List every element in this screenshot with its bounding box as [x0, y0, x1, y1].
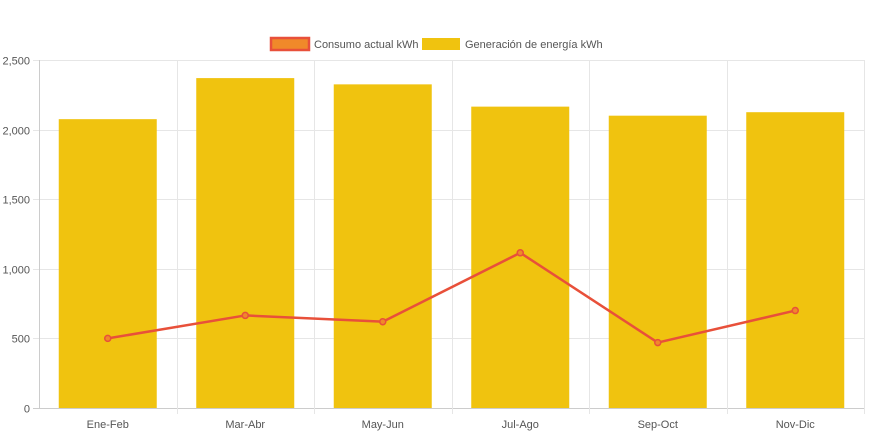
y-tick-label: 500	[12, 334, 30, 346]
line-point-nov-dic	[791, 306, 799, 315]
bar-jul-ago	[471, 106, 570, 408]
line-point-ene-feb	[104, 334, 112, 343]
y-tick-label: 2,000	[2, 126, 30, 138]
consumo-line	[107, 251, 796, 344]
legend: Consumo actual kWh Generación de energía …	[269, 36, 603, 52]
line-series	[104, 249, 799, 347]
x-tick-label: Mar-Abr	[225, 419, 265, 431]
bar-nov-dic	[746, 112, 845, 408]
x-tick-label: Sep-Oct	[638, 419, 678, 431]
legend-label-generacion: Generación de energía kWh	[465, 39, 603, 51]
y-tick-label: 0	[24, 404, 30, 416]
legend-swatch-consumo	[269, 36, 311, 52]
bar-mar-abr	[196, 78, 295, 408]
line-point-jul-ago	[516, 249, 524, 257]
legend-label-consumo: Consumo actual kWh	[314, 39, 419, 51]
x-tick-label: Ene-Feb	[87, 419, 129, 431]
bar-series	[58, 78, 845, 409]
y-tick-label: 2,500	[2, 56, 30, 68]
y-tick-label: 1,500	[2, 195, 30, 207]
line-point-mar-abr	[241, 311, 249, 320]
bar-sep-oct	[608, 115, 707, 409]
line-point-sep-oct	[654, 338, 662, 347]
x-tick-label: Jul-Ago	[502, 419, 539, 431]
y-tick-label: 1,000	[2, 265, 30, 277]
x-tick-label: May-Jun	[362, 419, 404, 431]
legend-swatch-generacion	[422, 38, 460, 50]
axes: 0 500 1,000 1,500 2,000 2,500 Ene-Feb Mar-Abr Ma…	[2, 56, 815, 432]
bar-may-jun	[333, 84, 432, 409]
line-point-may-jun	[379, 317, 387, 326]
x-tick-label: Nov-Dic	[776, 419, 816, 431]
bar-ene-feb	[58, 119, 157, 408]
gridlines	[33, 60, 865, 414]
